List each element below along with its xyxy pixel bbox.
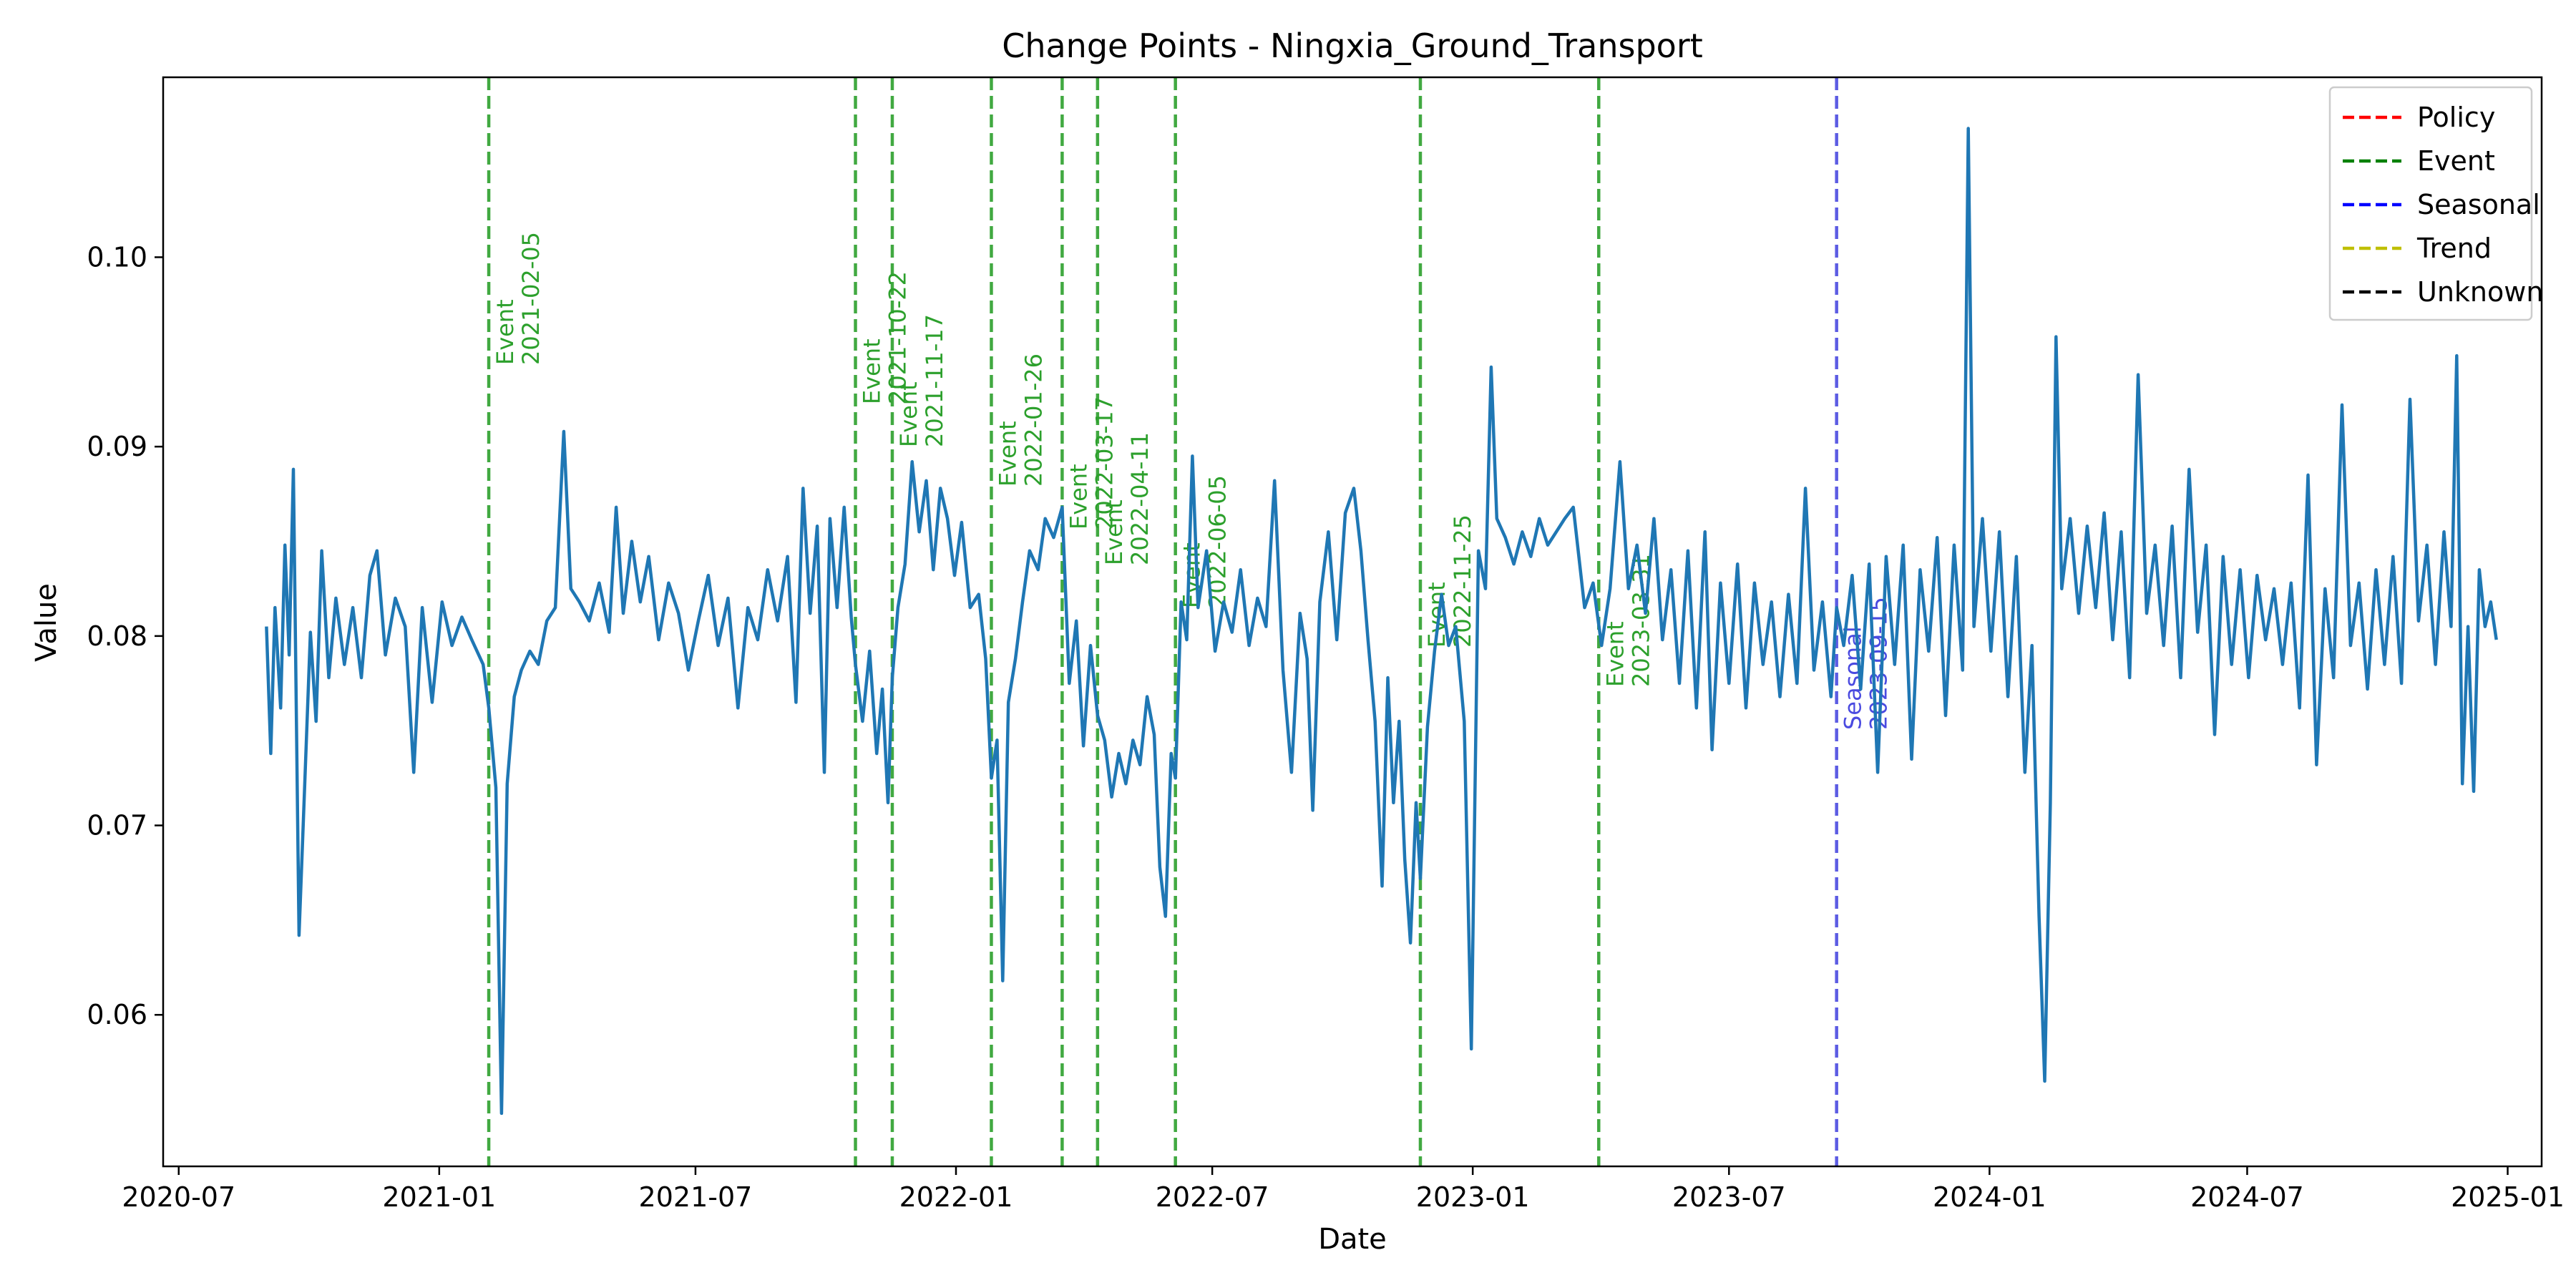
x-tick-label: 2022-07 xyxy=(1156,1181,1269,1213)
x-tick-label: 2022-01 xyxy=(899,1181,1013,1213)
y-axis-ticks: 0.06 0.07 0.08 0.09 0.10 xyxy=(87,241,163,1030)
change-point-lines: Event2021-02-05Event2021-10-22Event2021-… xyxy=(487,77,1893,1166)
legend-label: Unknown xyxy=(2417,276,2543,308)
legend-label: Trend xyxy=(2416,233,2492,264)
change-point-date-label: 2021-11-17 xyxy=(921,314,948,447)
change-point-type-label: Event xyxy=(859,338,886,404)
legend-box xyxy=(2328,86,2533,321)
y-tick-label: 0.10 xyxy=(87,241,147,273)
legend-label: Seasonal xyxy=(2417,189,2540,220)
x-tick-label: 2025-01 xyxy=(2451,1181,2565,1213)
change-point-type-label: Event xyxy=(1101,499,1128,565)
axes-frame xyxy=(162,76,2543,1168)
change-point-date-label: 2021-10-22 xyxy=(884,271,912,404)
y-tick-label: 0.07 xyxy=(87,810,147,841)
y-tick-label: 0.08 xyxy=(87,620,147,652)
x-tick-label: 2023-01 xyxy=(1416,1181,1530,1213)
x-tick-label: 2023-07 xyxy=(1672,1181,1786,1213)
change-point-date-label: 2022-11-25 xyxy=(1449,514,1476,648)
change-point-date-label: 2022-06-05 xyxy=(1204,475,1231,608)
x-tick-label: 2021-07 xyxy=(639,1181,753,1213)
legend-label: Policy xyxy=(2417,102,2495,133)
series-line xyxy=(265,127,2498,1116)
change-point-type-label: Event xyxy=(895,381,922,447)
change-point-date-label: 2022-03-17 xyxy=(1091,396,1118,530)
change-point-type-label: Event xyxy=(1601,621,1629,687)
x-axis-ticks: 2020-07 2021-01 2021-07 2022-01 2022-07 2023-… xyxy=(122,1166,2565,1213)
change-point-type-label: Event xyxy=(994,421,1021,487)
change-point-date-label: 2022-04-11 xyxy=(1126,432,1153,565)
x-tick-label: 2024-07 xyxy=(2190,1181,2304,1213)
legend-label: Event xyxy=(2417,145,2495,177)
x-axis-label: Date xyxy=(1318,1223,1387,1256)
y-tick-label: 0.06 xyxy=(87,999,147,1030)
change-point-type-label: Event xyxy=(492,299,519,365)
change-point-date-label: 2021-02-05 xyxy=(517,232,545,365)
legend: Policy Event Seasonal Trend Unknown xyxy=(2328,86,2543,321)
y-axis-label: Value xyxy=(30,583,63,662)
series-layer xyxy=(265,127,2498,1116)
chart-title: Change Points - Ningxia_Ground_Transport xyxy=(1002,26,1703,65)
y-tick-label: 0.09 xyxy=(87,431,147,462)
x-tick-label: 2020-07 xyxy=(122,1181,235,1213)
x-tick-label: 2024-01 xyxy=(1933,1181,2046,1213)
change-point-date-label: 2022-01-26 xyxy=(1020,353,1047,487)
x-tick-label: 2021-01 xyxy=(382,1181,496,1213)
change-point-type-label: Event xyxy=(1065,464,1092,530)
